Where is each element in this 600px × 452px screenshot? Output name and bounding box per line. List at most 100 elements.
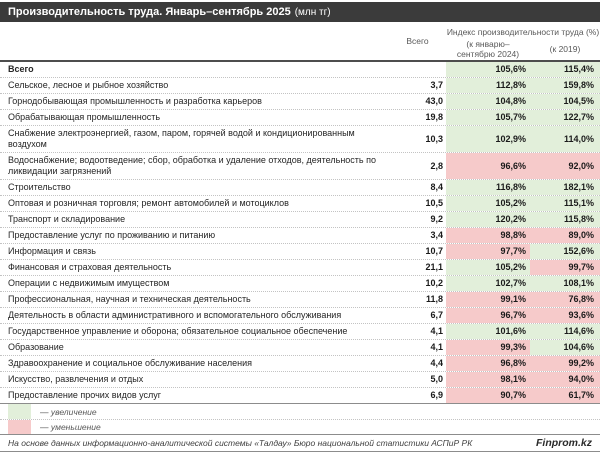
legend-increase-label: — увеличение: [40, 406, 97, 417]
row-index-vs-2024: 105,7%: [446, 110, 530, 125]
table-row: Предоставление услуг по проживанию и пит…: [0, 227, 600, 243]
row-total-value: 5,0: [430, 374, 443, 384]
page-title: Производительность труда. Январь–сентябр…: [8, 6, 291, 18]
table-row: Обрабатывающая промышленность 19,8 105,7% 1…: [0, 109, 600, 125]
table-row: Транспорт и складирование 9,2 120,2% 115,8%: [0, 211, 600, 227]
finprom-logo: Finprom.kz: [535, 437, 592, 449]
row-index-vs-2024: 120,2%: [446, 212, 530, 227]
row-index-vs-2019: 122,7%: [530, 110, 600, 125]
column-header-vs-2019: (к 2019): [549, 44, 581, 54]
row-label: Профессиональная, научная и техническая …: [8, 294, 251, 304]
row-index-vs-2024: 112,8%: [446, 78, 530, 93]
row-label: Горнодобывающая промышленность и разрабо…: [8, 96, 262, 106]
table-row: Водоснабжение; водоотведение; сбор, обра…: [0, 152, 600, 179]
table-row: Горнодобывающая промышленность и разрабо…: [0, 93, 600, 109]
row-label: Оптовая и розничная торговля; ремонт авт…: [8, 198, 289, 208]
row-index-vs-2024: 105,2%: [446, 196, 530, 211]
row-index-vs-2024: 99,1%: [446, 292, 530, 307]
decrease-color-swatch: [8, 420, 31, 434]
row-total-value: 10,5: [425, 198, 443, 208]
table-row: Образование 4,1 99,3% 104,6%: [0, 339, 600, 355]
column-header-vs-2024: (к январю–сентябрю 2024): [456, 39, 520, 59]
row-index-vs-2019: 115,1%: [530, 196, 600, 211]
row-label: Здравоохранение и социальное обслуживани…: [8, 358, 252, 368]
row-index-vs-2024: 96,7%: [446, 308, 530, 323]
row-index-vs-2024: 101,6%: [446, 324, 530, 339]
table-row: Оптовая и розничная торговля; ремонт авт…: [0, 195, 600, 211]
row-total-value: 6,9: [430, 390, 443, 400]
row-index-vs-2024: 104,8%: [446, 94, 530, 109]
table-row: Предоставление прочих видов услуг 6,9 90,7…: [0, 387, 600, 403]
row-index-vs-2019: 92,0%: [530, 153, 600, 179]
row-total-value: 4,1: [430, 342, 443, 352]
table-row: Деятельность в области административного…: [0, 307, 600, 323]
row-total-value: 2,8: [430, 160, 443, 171]
column-group-header-index: Индекс производительности труда (%): [446, 27, 600, 37]
row-index-vs-2019: 76,8%: [530, 292, 600, 307]
title-bar: Производительность труда. Январь–сентябр…: [0, 2, 600, 22]
legend: — увеличение — уменьшение: [0, 403, 600, 434]
row-index-vs-2019: 94,0%: [530, 372, 600, 387]
table-row: Информация и связь 10,7 97,7% 152,6%: [0, 243, 600, 259]
row-index-vs-2024: 105,6%: [446, 62, 530, 77]
row-index-vs-2024: 97,7%: [446, 244, 530, 259]
row-total-value: 19,8: [425, 112, 443, 122]
increase-color-swatch: [8, 404, 31, 419]
row-label: Искусство, развлечения и отдых: [8, 374, 144, 384]
row-index-vs-2024: 105,2%: [446, 260, 530, 275]
row-label: Государственное управление и оборона; об…: [8, 326, 348, 336]
row-index-vs-2024: 99,3%: [446, 340, 530, 355]
row-total-value: 9,2: [430, 214, 443, 224]
row-index-vs-2024: 98,1%: [446, 372, 530, 387]
table-row: Здравоохранение и социальное обслуживани…: [0, 355, 600, 371]
page-title-unit: (млн тг): [294, 6, 331, 18]
row-index-vs-2024: 96,6%: [446, 153, 530, 179]
row-total-value: 43,0: [425, 96, 443, 106]
row-label: Операции с недвижимым имуществом: [8, 278, 170, 288]
row-total-value: 6,7: [430, 310, 443, 320]
row-index-vs-2019: 152,6%: [530, 244, 600, 259]
row-index-vs-2019: 159,8%: [530, 78, 600, 93]
row-total-value: 10,3: [425, 133, 443, 144]
row-index-vs-2019: 182,1%: [530, 180, 600, 195]
table-row: Сельское, лесное и рыбное хозяйство 3,7 11…: [0, 77, 600, 93]
row-total-value: 3,4: [430, 230, 443, 240]
row-total-value: 11,8: [425, 294, 443, 304]
table-row: Профессиональная, научная и техническая …: [0, 291, 600, 307]
row-index-vs-2019: 115,8%: [530, 212, 600, 227]
row-index-vs-2019: 104,6%: [530, 340, 600, 355]
table-row: Искусство, развлечения и отдых 5,0 98,1% 94…: [0, 371, 600, 387]
row-index-vs-2024: 90,7%: [446, 388, 530, 403]
row-total-value: 21,1: [425, 262, 443, 272]
legend-item-decrease: — уменьшение: [0, 419, 600, 434]
row-index-vs-2024: 98,8%: [446, 228, 530, 243]
row-label: Сельское, лесное и рыбное хозяйство: [8, 80, 169, 90]
row-index-vs-2019: 93,6%: [530, 308, 600, 323]
legend-decrease-label: — уменьшение: [40, 422, 101, 432]
row-index-vs-2019: 89,0%: [530, 228, 600, 243]
row-total-value: 8,4: [430, 182, 443, 192]
table-row: Финансовая и страховая деятельность 21,1 1…: [0, 259, 600, 275]
row-index-vs-2019: 114,0%: [530, 126, 600, 152]
table-row: Всего 105,6% 115,4%: [0, 62, 600, 77]
row-index-vs-2019: 99,2%: [530, 356, 600, 371]
row-total-value: 10,2: [425, 278, 443, 288]
row-label: Всего: [8, 64, 34, 74]
row-index-vs-2019: 104,5%: [530, 94, 600, 109]
table-row: Снабжение электроэнергией, газом, паром,…: [0, 125, 600, 152]
row-label: Информация и связь: [8, 246, 97, 256]
row-label: Обрабатывающая промышленность: [8, 112, 161, 122]
row-index-vs-2019: 115,4%: [530, 62, 600, 77]
legend-item-increase: — увеличение: [0, 404, 600, 419]
row-label: Образование: [8, 342, 64, 352]
row-label: Деятельность в области административного…: [8, 310, 342, 320]
table-row: Строительство 8,4 116,8% 182,1%: [0, 179, 600, 195]
table-header: Всего Индекс производительности труда (%…: [0, 22, 600, 60]
footer: На основе данных информационно-аналитиче…: [0, 434, 600, 452]
row-index-vs-2019: 114,6%: [530, 324, 600, 339]
row-label: Предоставление услуг по проживанию и пит…: [8, 230, 216, 240]
row-index-vs-2019: 61,7%: [530, 388, 600, 403]
row-index-vs-2024: 102,7%: [446, 276, 530, 291]
column-header-total: Всего: [406, 36, 429, 46]
